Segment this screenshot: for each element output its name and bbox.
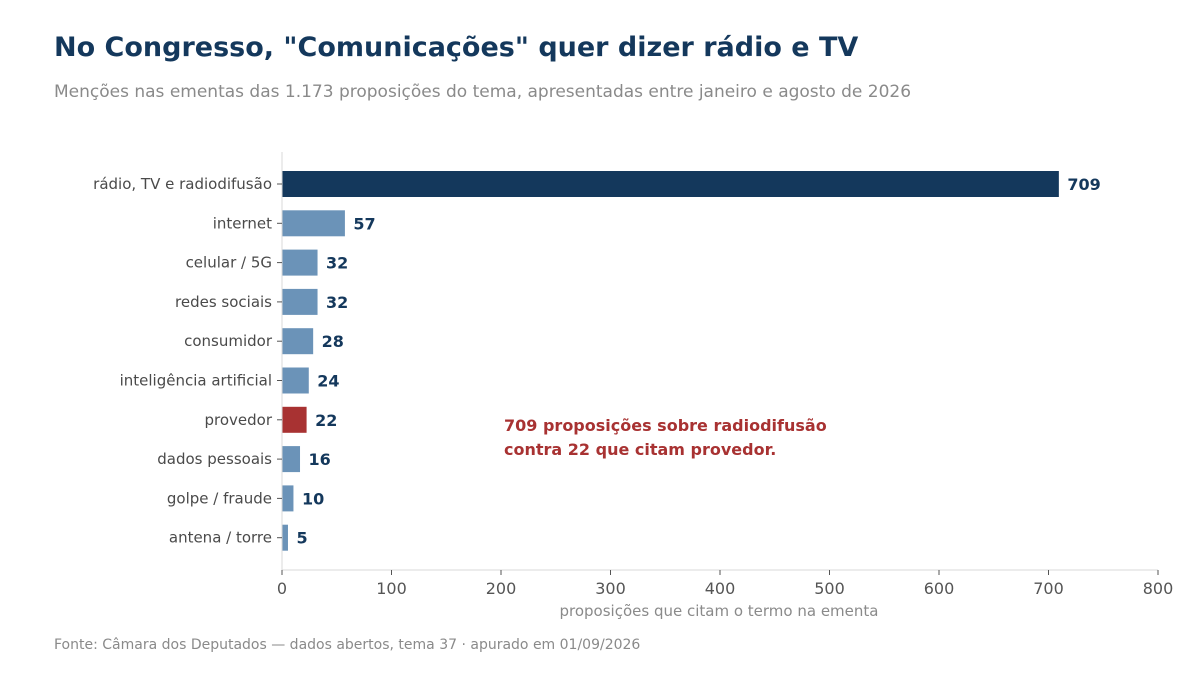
x-tick-label: 200 [486, 579, 517, 598]
category-label: antena / torre [169, 529, 272, 547]
category-label: internet [213, 214, 272, 232]
annotation-line-2: contra 22 que citam provedor. [504, 440, 776, 459]
x-axis-title: proposições que citam o termo na ementa [560, 602, 879, 620]
value-label: 10 [302, 489, 324, 508]
x-tick-label: 800 [1143, 579, 1174, 598]
bar [282, 171, 1059, 197]
annotation-line-1: 709 proposições sobre radiodifusão [504, 416, 827, 435]
value-label: 57 [353, 214, 375, 233]
value-label: 709 [1067, 175, 1100, 194]
value-label: 28 [322, 332, 344, 351]
bar [282, 524, 288, 551]
category-label: redes sociais [175, 293, 272, 311]
x-tick-label: 400 [705, 579, 736, 598]
x-tick-label: 100 [376, 579, 407, 598]
bar [282, 288, 318, 315]
chart-annotation: 709 proposições sobre radiodifusão contr… [504, 416, 832, 459]
x-tick-label: 0 [277, 579, 287, 598]
bar [282, 210, 345, 237]
value-label: 22 [315, 411, 337, 430]
category-label: celular / 5G [186, 254, 272, 272]
value-label: 24 [317, 372, 339, 391]
value-label: 32 [326, 254, 348, 273]
bars-group: 709 57 32 32 28 24 22 16 10 5 [282, 171, 1101, 551]
value-label: 32 [326, 293, 348, 312]
axes-group: 0 100 200 300 400 500 600 700 800 rádio, TV e rad… [93, 152, 1173, 598]
category-label: inteligência artificial [120, 372, 272, 390]
bar [282, 249, 318, 276]
x-tick-label: 500 [814, 579, 845, 598]
category-label: golpe / fraude [167, 489, 272, 507]
value-label: 16 [309, 450, 331, 469]
value-label: 5 [296, 529, 307, 548]
bar [282, 406, 307, 433]
x-tick-label: 700 [1033, 579, 1064, 598]
bar [282, 328, 314, 355]
category-label: provedor [204, 411, 272, 429]
chart-subtitle: Menções nas ementas das 1.173 proposiçõe… [54, 82, 912, 102]
chart-title: No Congresso, "Comunicações" quer dizer … [54, 32, 859, 63]
source-note: Fonte: Câmara dos Deputados — dados aber… [54, 637, 641, 653]
category-label: consumidor [184, 332, 273, 350]
category-label: rádio, TV e radiodifusão [93, 175, 272, 193]
bar [282, 367, 309, 394]
x-tick-label: 300 [595, 579, 626, 598]
bar [282, 485, 294, 512]
bar [282, 446, 301, 473]
category-label: dados pessoais [157, 450, 272, 468]
x-tick-label: 600 [924, 579, 955, 598]
